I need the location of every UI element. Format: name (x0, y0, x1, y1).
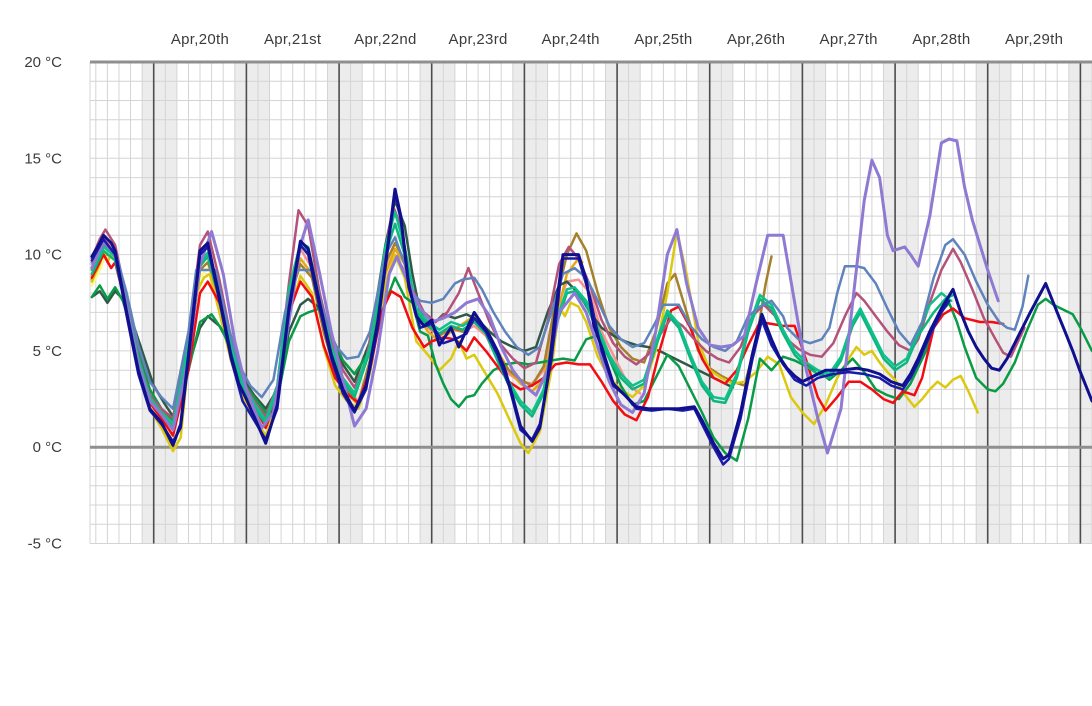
y-axis-tick-label: 5 °C (33, 343, 63, 360)
night-band (234, 62, 270, 544)
x-axis-date-label: Apr,22nd (354, 31, 416, 48)
series-line-access-g (90, 137, 1000, 455)
night-band (327, 62, 363, 544)
night-band (512, 62, 548, 544)
y-axis-tick-label: 15 °C (24, 150, 62, 167)
night-band (698, 62, 733, 544)
x-axis-date-label: Apr,25th (634, 31, 692, 48)
y-axis-tick-label: 10 °C (24, 247, 62, 264)
series-line-swiss-mrf (90, 230, 979, 455)
y-axis-tick-label: -5 °C (28, 536, 63, 553)
x-axis-date-label: Apr,29th (1005, 31, 1063, 48)
y-axis-tick-label: 0 °C (33, 439, 63, 456)
series-line-dwd-mosmix (90, 236, 1030, 410)
night-band (142, 62, 177, 544)
x-axis-date-label: Apr,24th (542, 31, 600, 48)
legend: ECMWF (0/6/12/18)ECMWF (0/12)ICON-EUSwis… (0, 560, 1092, 706)
night-band (883, 62, 919, 544)
night-band (976, 62, 1011, 544)
night-band (605, 62, 641, 544)
y-axis-tick-label: 20 °C (24, 54, 62, 71)
x-axis-date-label: Apr,20th (171, 31, 229, 48)
x-axis-date-label: Apr,28th (912, 31, 970, 48)
chart-plot-area: 20 °C 15 °C 10 °C 5 °C 0 °C -5 °C Apr,20th Apr,… (24, 31, 1092, 553)
night-band (790, 62, 826, 544)
series-line-multi-global (90, 210, 953, 426)
x-axis-date-label: Apr,21st (264, 31, 322, 48)
x-axis-date-label: Apr,23rd (449, 31, 508, 48)
x-axis-date-label: Apr,27th (820, 31, 878, 48)
x-axis-date-label: Apr,26th (727, 31, 785, 48)
series-line-ecmwf-0-6-12-18 (90, 187, 1092, 461)
